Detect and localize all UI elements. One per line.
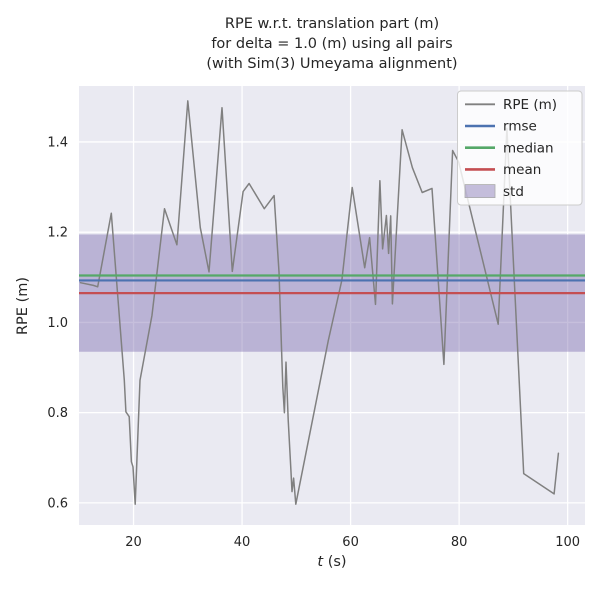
x-axis-label-variable: t: [317, 554, 324, 570]
legend-label-rmse: rmse: [503, 119, 537, 135]
chart-title-line-2: for delta = 1.0 (m) using all pairs: [211, 36, 452, 52]
legend-label-mean: mean: [503, 162, 541, 178]
x-tick-label: 100: [555, 535, 580, 550]
legend-label-median: median: [503, 140, 554, 156]
legend: RPE (m) rmse median mean std: [457, 90, 583, 206]
stat-lines: [79, 274, 585, 295]
chart-title-line-3: (with Sim(3) Umeyama alignment): [206, 56, 457, 72]
x-tick-labels: 20 40 60 80 100: [125, 535, 580, 550]
y-axis-label: RPE (m): [15, 277, 31, 335]
y-tick-labels: 0.6 0.8 1.0 1.2 1.4: [47, 135, 68, 511]
legend-label-std: std: [503, 184, 524, 200]
y-tick-label: 1.0: [47, 316, 68, 331]
legend-box: [457, 90, 583, 206]
x-tick-label: 60: [342, 535, 359, 550]
y-tick-label: 1.2: [47, 226, 68, 241]
x-axis-label-unit: (s): [323, 554, 346, 570]
rpe-polyline: [79, 100, 560, 505]
y-tick-label: 0.8: [47, 406, 68, 421]
x-axis-label: t (s): [317, 554, 346, 570]
rpe-line-series: [79, 100, 560, 505]
x-tick-label: 20: [125, 535, 142, 550]
y-tick-label: 1.4: [47, 135, 68, 150]
legend-swatch-std-patch: [464, 184, 496, 199]
chart-title-line-1: RPE w.r.t. translation part (m): [225, 16, 439, 32]
x-tick-label: 40: [234, 535, 251, 550]
legend-label-rpe: RPE (m): [503, 97, 557, 113]
y-tick-label: 0.6: [47, 496, 68, 511]
x-tick-label: 80: [451, 535, 468, 550]
